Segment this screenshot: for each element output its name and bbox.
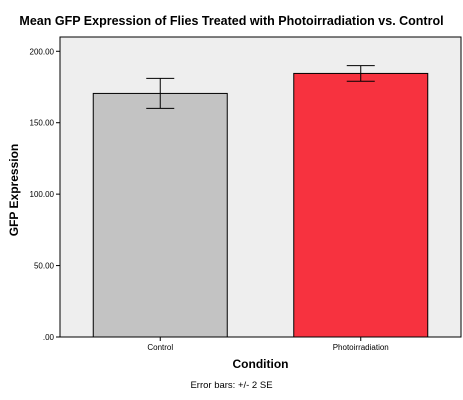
bars	[92, 72, 429, 338]
y-tick-label: 200.00	[30, 47, 55, 56]
error-bar-photoirradiation	[346, 65, 375, 82]
chart-title: Mean GFP Expression of Flies Treated wit…	[19, 14, 444, 28]
y-tick-label: 50.00	[34, 262, 55, 271]
x-tick-label: Control	[147, 343, 173, 352]
error-bars	[146, 65, 375, 109]
y-axis: 200.00 150.00 100.00 50.00 .00	[30, 47, 60, 342]
error-bar-footnote: Error bars: +/- 2 SE	[190, 380, 273, 391]
y-tick-label: 150.00	[30, 119, 55, 128]
x-axis-label: Condition	[232, 357, 289, 371]
error-bar-control	[146, 77, 175, 109]
x-tick-label: Photoirradiation	[333, 343, 389, 352]
bar-control	[92, 92, 228, 338]
y-tick-label: .00	[43, 333, 55, 342]
x-axis: Control Photoirradiation	[147, 337, 389, 352]
bar-photoirradiation	[293, 72, 429, 338]
y-tick-label: 100.00	[30, 190, 55, 199]
